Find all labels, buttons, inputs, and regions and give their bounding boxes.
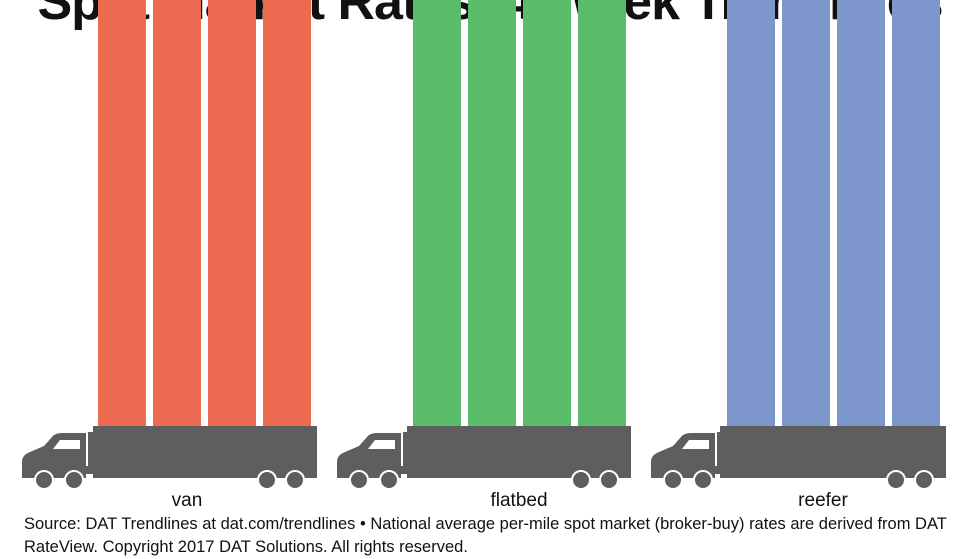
truck-hitch [401, 466, 409, 474]
truck-window [682, 440, 709, 449]
trailer-deck [93, 426, 317, 429]
truck-wheel [285, 470, 305, 490]
truck-trailer [407, 428, 631, 478]
group-flatbed: 3/18$2.013/25$2.024/01$2.034/08$2.07flat… [337, 0, 631, 511]
truck-icon [22, 428, 317, 490]
trailer-deck [407, 426, 631, 429]
bar [782, 0, 830, 428]
truck-wheel [379, 470, 399, 490]
bar [523, 0, 571, 428]
group-reefer: 3/18$1.873/25$1.864/01$1.874/08$1.93reef… [651, 0, 946, 511]
truck-wheel [886, 470, 906, 490]
bar [153, 0, 201, 428]
bar [578, 0, 626, 429]
group-van: 3/18$1.643/25$1.634/01$1.634/08$1.69van [22, 0, 317, 511]
truck-icon [651, 428, 946, 490]
truck-wheel [599, 470, 619, 490]
bar [263, 0, 311, 428]
truck-wheel [914, 470, 934, 490]
trailer-deck [720, 426, 946, 429]
truck-wheel [257, 470, 277, 490]
bar [727, 0, 775, 428]
bar [413, 0, 461, 429]
group-label: reefer [798, 490, 848, 511]
source-note: Source: DAT Trendlines at dat.com/trendl… [24, 515, 947, 556]
truck-exhaust [88, 432, 93, 472]
bar [468, 0, 516, 428]
bar [98, 0, 146, 429]
truck-hitch [715, 466, 722, 474]
truck-wheel [349, 470, 369, 490]
group-label: flatbed [490, 490, 547, 511]
group-label: van [172, 490, 203, 511]
truck-wheel [571, 470, 591, 490]
truck-window [53, 440, 80, 449]
bar [892, 0, 940, 428]
truck-wheel [64, 470, 84, 490]
truck-trailer [720, 428, 946, 478]
truck-hitch [86, 466, 95, 474]
truck-window [368, 440, 395, 449]
truck-wheel [693, 470, 713, 490]
bar [837, 0, 885, 428]
truck-exhaust [717, 432, 722, 472]
truck-exhaust [403, 432, 408, 472]
truck-trailer [93, 428, 317, 478]
bar [208, 0, 256, 428]
truck-wheel [663, 470, 683, 490]
truck-icon [337, 428, 631, 490]
truck-wheel [34, 470, 54, 490]
